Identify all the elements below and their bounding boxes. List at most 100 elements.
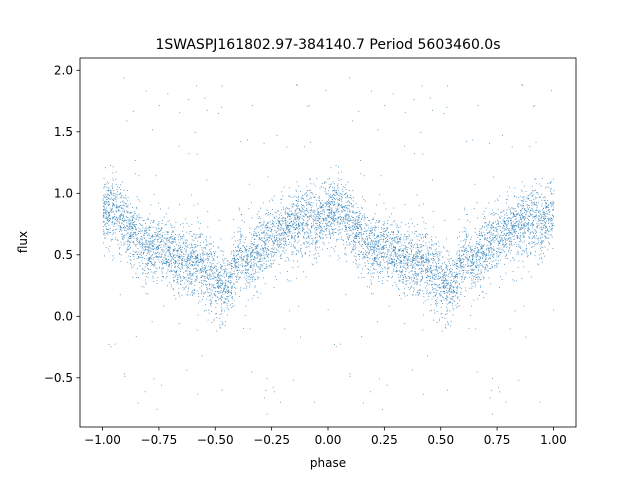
data-point [125,220,126,222]
data-point [394,237,396,239]
data-point [167,250,169,252]
data-point [431,298,433,300]
data-point [434,284,436,286]
data-point [513,226,515,228]
data-point [126,222,128,224]
data-point [163,249,165,251]
data-point [214,252,215,254]
data-point [201,274,203,276]
data-point [532,190,534,192]
data-point [307,236,309,237]
data-point [427,299,429,301]
data-point [278,229,280,231]
data-point [511,227,513,229]
data-point [467,272,469,274]
data-point [311,263,313,265]
data-point [143,232,145,234]
data-point [127,225,129,227]
data-point [383,246,385,248]
data-point [247,269,249,271]
data-point [322,186,324,188]
data-point [376,271,378,273]
data-point [380,232,382,233]
data-point [505,199,507,200]
data-point [298,218,300,220]
data-point [207,277,208,279]
data-point [221,310,223,312]
data-point [384,252,386,254]
data-point [344,187,346,188]
data-point [201,280,203,281]
data-point [128,238,130,239]
data-point [321,213,323,215]
data-point [438,287,440,288]
data-point [453,290,454,291]
data-point [490,248,492,250]
data-point [355,225,357,227]
data-point [141,256,143,258]
data-point [375,244,376,246]
data-point [330,217,331,218]
data-point [278,218,280,219]
data-point [296,213,298,214]
data-point [156,252,158,254]
data-point [540,213,542,215]
data-point [459,270,461,272]
data-point [534,204,536,206]
data-point [416,255,418,257]
data-point [301,223,303,225]
data-point [345,219,347,221]
data-point [182,243,184,245]
data-point [363,252,364,254]
data-point [114,195,116,197]
data-point [317,253,319,254]
data-point [132,110,134,112]
data-point [315,193,317,195]
data-point [479,244,481,246]
data-point [415,268,416,270]
data-point [401,273,403,275]
data-point [359,224,361,226]
data-point [378,240,380,242]
data-point [384,234,386,235]
data-point [162,261,164,263]
data-point [112,221,113,223]
data-point [545,202,547,203]
data-point [513,244,515,245]
data-point [551,204,553,206]
data-point [437,260,439,262]
data-point [192,250,194,251]
data-point [383,221,385,223]
data-point [334,218,336,219]
data-point [132,219,133,221]
data-point [212,241,214,243]
data-point [544,218,545,220]
data-point [210,263,212,265]
data-point [322,233,324,235]
data-point [126,205,128,207]
data-point [386,228,388,230]
data-point [293,237,295,239]
data-point [543,214,545,216]
data-point [351,234,353,236]
data-point [203,261,204,263]
data-point [273,249,274,250]
data-point [387,259,389,261]
data-point [231,303,233,304]
data-point [263,268,265,270]
data-point [504,217,506,218]
data-point [400,271,402,273]
data-point [489,250,490,252]
data-point [468,265,469,267]
data-point [230,276,231,278]
data-point [162,267,163,269]
data-point [134,224,136,226]
data-point [457,296,459,298]
data-point [205,309,207,311]
data-point [382,248,384,250]
data-point [168,264,170,266]
data-point [307,231,309,233]
data-point [319,224,320,226]
data-point [370,241,372,243]
data-point [205,265,207,267]
